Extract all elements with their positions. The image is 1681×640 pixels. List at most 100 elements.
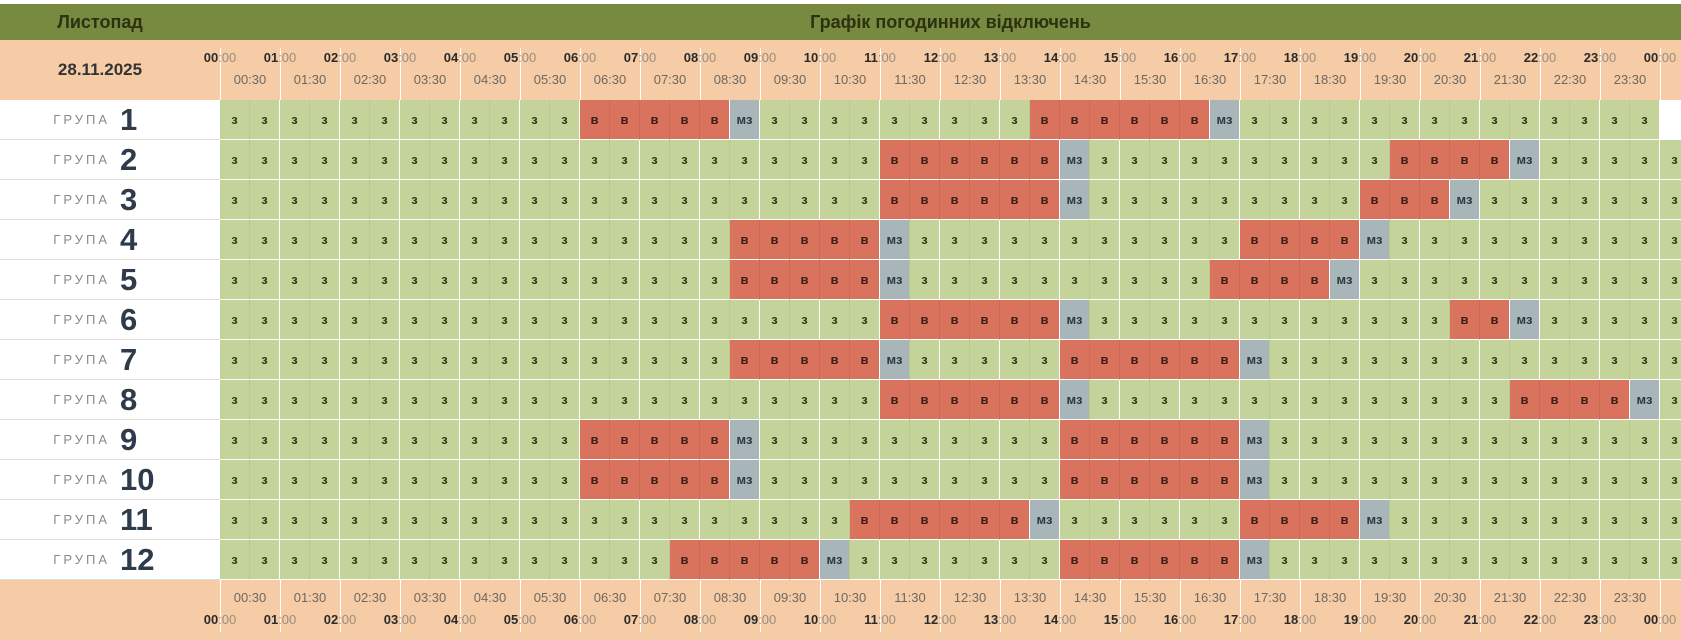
slot-power-on: з xyxy=(310,460,340,500)
slot-power-off: в xyxy=(1030,300,1060,340)
hour-suffix: :00 xyxy=(398,50,417,65)
slot-power-on: з xyxy=(1660,460,1681,500)
slot-power-on: з xyxy=(400,460,430,500)
hour-label: 22:00 xyxy=(1515,612,1565,627)
hour-tick xyxy=(1120,48,1121,100)
slot-power-on: з xyxy=(280,300,310,340)
slot-power-on: з xyxy=(400,300,430,340)
slot-power-on: з xyxy=(520,100,550,140)
hour-label: 00:00 xyxy=(195,50,245,65)
slot-power-off: в xyxy=(1330,220,1360,260)
hour-label: 01:00 xyxy=(255,612,305,627)
slot-power-on: з xyxy=(220,420,250,460)
hour-tick xyxy=(1240,48,1241,100)
slot-power-on: з xyxy=(850,180,880,220)
half-hour-label: 00:30 xyxy=(233,590,267,605)
half-hour-label: 10:30 xyxy=(833,590,867,605)
slot-power-off: в xyxy=(850,220,880,260)
hour-value: 03 xyxy=(383,612,399,627)
half-hour-label: 01:30 xyxy=(293,72,327,87)
hour-suffix: :00 xyxy=(1058,612,1077,627)
slot-power-on: з xyxy=(460,140,490,180)
slot-power-off: в xyxy=(910,380,940,420)
slot-power-on: з xyxy=(1600,260,1630,300)
slot-power-on: з xyxy=(790,500,820,540)
slot-power-on: з xyxy=(430,500,460,540)
slot-power-off: в xyxy=(730,540,760,580)
hour-suffix: :00 xyxy=(1238,50,1257,65)
hour-label: 09:00 xyxy=(735,50,785,65)
slot-power-on: з xyxy=(1390,300,1420,340)
hour-label: 16:00 xyxy=(1155,612,1205,627)
slot-possible-off: мз xyxy=(1210,100,1240,140)
slot-power-on: з xyxy=(760,500,790,540)
slot-power-on: з xyxy=(640,140,670,180)
slot-power-on: з xyxy=(1300,460,1330,500)
slot-power-off: в xyxy=(1240,220,1270,260)
slot-power-on: з xyxy=(490,260,520,300)
slot-power-on: з xyxy=(550,340,580,380)
slot-power-on: з xyxy=(610,540,640,580)
slot-power-on: з xyxy=(580,140,610,180)
slot-power-on: з xyxy=(700,500,730,540)
slot-power-on: з xyxy=(1660,420,1681,460)
slot-power-off: в xyxy=(1060,460,1090,500)
hour-tick xyxy=(1360,48,1361,100)
slot-power-on: з xyxy=(640,500,670,540)
group-number: 1 xyxy=(120,102,138,137)
slot-power-on: з xyxy=(670,220,700,260)
slot-power-on: з xyxy=(520,500,550,540)
slot-power-off: в xyxy=(1150,340,1180,380)
group-word: ГРУПА xyxy=(53,392,110,407)
slot-power-off: в xyxy=(1120,460,1150,500)
slot-power-on: з xyxy=(1360,420,1390,460)
slot-power-on: з xyxy=(1060,220,1090,260)
slot-possible-off: мз xyxy=(1060,140,1090,180)
slot-power-on: з xyxy=(940,340,970,380)
half-hour-label: 08:30 xyxy=(713,590,747,605)
slot-power-on: з xyxy=(430,460,460,500)
slot-power-on: з xyxy=(1270,340,1300,380)
slot-power-on: з xyxy=(1480,100,1510,140)
half-hour-label: 00:30 xyxy=(233,72,267,87)
slot-power-off: в xyxy=(760,340,790,380)
slot-possible-off: мз xyxy=(1060,300,1090,340)
slot-power-on: з xyxy=(1510,220,1540,260)
slot-power-on: з xyxy=(250,100,280,140)
schedule-grid: з з з з з з з з з з з з в в в в в мз з з з з з з з з з в в в в в в мз з з з з… xyxy=(220,100,1681,580)
group-word: ГРУПА xyxy=(53,312,110,327)
month-label: Листопад xyxy=(57,12,143,32)
slot-power-on: з xyxy=(1540,300,1570,340)
hour-tick xyxy=(1540,580,1541,632)
half-hour-label: 21:30 xyxy=(1493,590,1527,605)
hour-value: 08 xyxy=(683,50,699,65)
hour-label: 17:00 xyxy=(1215,50,1265,65)
slot-power-on: з xyxy=(670,340,700,380)
slot-power-on: з xyxy=(850,460,880,500)
slot-power-off: в xyxy=(1210,260,1240,300)
slot-power-on: з xyxy=(760,420,790,460)
slot-power-on: з xyxy=(1420,380,1450,420)
hour-label: 08:00 xyxy=(675,50,725,65)
slot-power-on: з xyxy=(1180,180,1210,220)
half-hour-label: 23:30 xyxy=(1613,590,1647,605)
slot-power-off: в xyxy=(850,260,880,300)
slot-possible-off: мз xyxy=(730,420,760,460)
slot-power-off: в xyxy=(1540,380,1570,420)
slot-power-on: з xyxy=(1210,300,1240,340)
slot-power-on: з xyxy=(580,220,610,260)
slot-power-on: з xyxy=(940,260,970,300)
hour-tick xyxy=(1480,580,1481,632)
slot-power-on: з xyxy=(880,100,910,140)
slot-power-on: з xyxy=(220,100,250,140)
slot-power-on: з xyxy=(1600,420,1630,460)
group-number: 7 xyxy=(120,342,138,377)
slot-power-on: з xyxy=(310,380,340,420)
hour-suffix: :00 xyxy=(1298,612,1317,627)
slot-power-off: в xyxy=(1030,180,1060,220)
slot-power-off: в xyxy=(1510,380,1540,420)
slot-power-on: з xyxy=(1480,460,1510,500)
hour-suffix: :00 xyxy=(638,612,657,627)
slot-power-on: з xyxy=(400,380,430,420)
slot-power-off: в xyxy=(1300,220,1330,260)
